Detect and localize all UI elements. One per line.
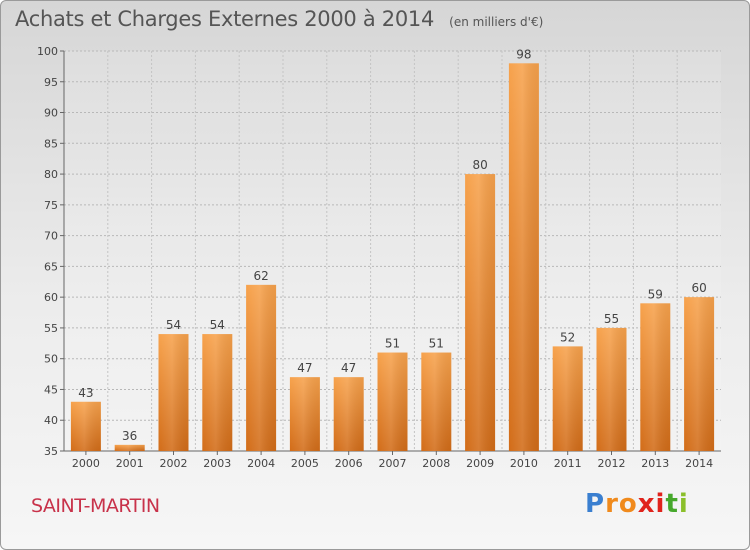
title-block: Achats et Charges Externes 2000 à 2014 (… xyxy=(15,7,543,31)
data-label-2005: 47 xyxy=(297,361,312,375)
x-tick-label-2001: 2001 xyxy=(116,457,144,470)
logo-letter: o xyxy=(618,489,638,519)
x-tick-label-2011: 2011 xyxy=(554,457,582,470)
data-label-2002: 54 xyxy=(166,318,181,332)
x-tick-label-2008: 2008 xyxy=(422,457,450,470)
bar-shine-2005 xyxy=(289,377,320,451)
data-label-2003: 54 xyxy=(210,318,225,332)
y-tick-label: 95 xyxy=(44,76,58,89)
x-tick-label-2010: 2010 xyxy=(510,457,538,470)
x-tick-label-2005: 2005 xyxy=(291,457,319,470)
y-tick-label: 70 xyxy=(44,230,58,243)
x-tick-label-2007: 2007 xyxy=(379,457,407,470)
x-tick-label-2009: 2009 xyxy=(466,457,494,470)
logo-letter: x xyxy=(637,489,656,519)
bar-shine-2008 xyxy=(421,352,452,451)
bar-shine-2013 xyxy=(640,303,671,451)
bar-shine-2001 xyxy=(114,444,145,451)
x-tick-label-2006: 2006 xyxy=(335,457,363,470)
y-tick-label: 85 xyxy=(44,137,58,150)
y-tick-label: 80 xyxy=(44,168,58,181)
logo-letter: P xyxy=(585,489,606,519)
data-label-2009: 80 xyxy=(472,158,487,172)
y-tick-label: 55 xyxy=(44,322,58,335)
data-label-2007: 51 xyxy=(385,337,400,351)
bar-shine-2002 xyxy=(158,334,189,451)
chart-subtitle: (en milliers d'€) xyxy=(449,15,544,29)
bar-shine-2000 xyxy=(70,401,101,451)
bar-shine-2012 xyxy=(596,327,627,451)
logo-letter: i xyxy=(678,489,689,519)
data-label-2004: 62 xyxy=(253,269,268,283)
bar-shine-2009 xyxy=(465,174,496,452)
x-tick-label-2004: 2004 xyxy=(247,457,275,470)
x-tick-label-2000: 2000 xyxy=(72,457,100,470)
commune-name: SAINT-MARTIN xyxy=(31,495,160,517)
y-tick-label: 75 xyxy=(44,199,58,212)
bar-shine-2007 xyxy=(377,352,408,451)
bar-shine-2004 xyxy=(246,284,277,451)
y-tick-label: 45 xyxy=(44,383,58,396)
y-tick-label: 35 xyxy=(44,445,58,458)
logo-letter: t xyxy=(665,489,679,519)
data-label-2012: 55 xyxy=(604,312,619,326)
x-tick-label-2013: 2013 xyxy=(641,457,669,470)
y-tick-label: 100 xyxy=(37,45,58,58)
bar-shine-2014 xyxy=(684,297,715,451)
y-tick-label: 60 xyxy=(44,291,58,304)
bar-shine-2003 xyxy=(202,334,233,451)
y-tick-label: 40 xyxy=(44,414,58,427)
data-label-2001: 36 xyxy=(122,429,137,443)
data-label-2000: 43 xyxy=(78,386,93,400)
x-tick-label-2012: 2012 xyxy=(598,457,626,470)
logo-letter: i xyxy=(655,489,666,519)
y-tick-label: 50 xyxy=(44,353,58,366)
x-tick-label-2003: 2003 xyxy=(203,457,231,470)
data-label-2006: 47 xyxy=(341,361,356,375)
proxiti-logo: Proxiti xyxy=(585,489,689,519)
data-label-2014: 60 xyxy=(691,281,706,295)
chart-title: Achats et Charges Externes 2000 à 2014 xyxy=(15,7,435,31)
logo-letter: r xyxy=(605,489,619,519)
data-label-2013: 59 xyxy=(648,287,663,301)
bar-shine-2011 xyxy=(552,346,583,451)
data-label-2008: 51 xyxy=(429,337,444,351)
data-label-2011: 52 xyxy=(560,330,575,344)
x-tick-label-2014: 2014 xyxy=(685,457,713,470)
data-label-2010: 98 xyxy=(516,47,531,61)
bar-shine-2006 xyxy=(333,377,364,451)
bar-shine-2010 xyxy=(508,63,539,452)
y-tick-label: 90 xyxy=(44,107,58,120)
y-tick-label: 65 xyxy=(44,260,58,273)
x-tick-label-2002: 2002 xyxy=(160,457,188,470)
